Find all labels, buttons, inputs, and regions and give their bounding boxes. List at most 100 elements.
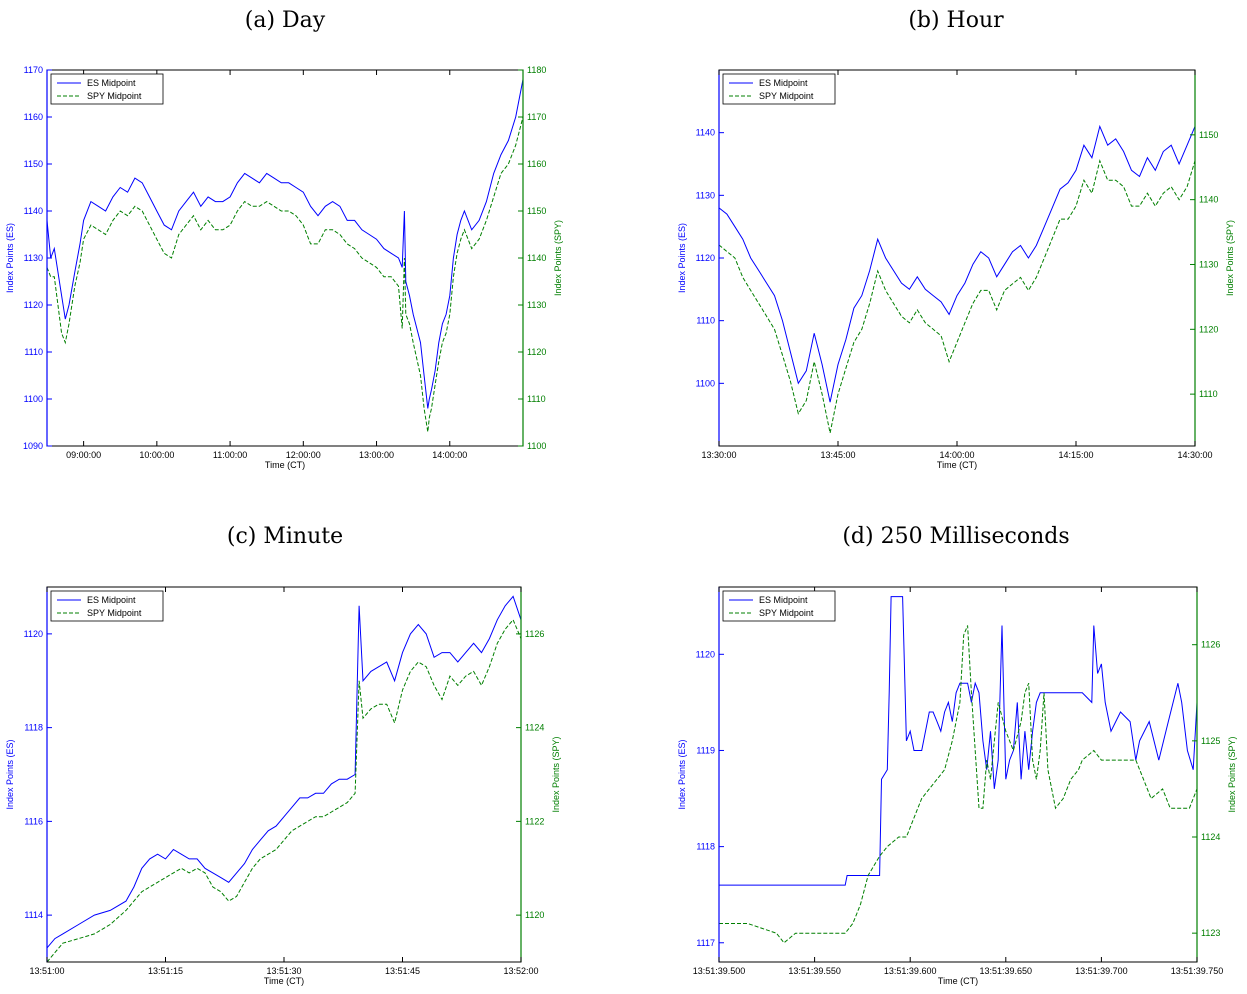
y-tick-label-right: 1150	[527, 206, 546, 216]
legend-box	[50, 590, 164, 622]
legend-box	[722, 73, 836, 105]
y-axis-label-right: Index Points (SPY)	[553, 220, 563, 296]
panel-title: (c) Minute	[227, 524, 343, 549]
plot-frame	[718, 69, 1196, 447]
legend-entry: SPY Midpoint	[87, 91, 142, 101]
x-tick-label: 14:30:00	[1177, 450, 1212, 460]
y-tick-label-left: 1120	[696, 649, 715, 659]
es-midpoint-line	[718, 124, 1196, 403]
y-tick-label-right: 1120	[525, 910, 544, 920]
x-tick-label: 13:51:45	[385, 966, 420, 976]
y-tick-label-right: 1140	[1199, 195, 1218, 205]
x-tick-label: 14:00:00	[432, 450, 467, 460]
y-tick-label-right: 1180	[527, 65, 546, 75]
y-tick-label-left: 1160	[24, 112, 43, 122]
x-axis-label: Time (CT)	[264, 976, 304, 986]
y-tick-label-right: 1124	[525, 723, 544, 733]
y-tick-label-left: 1116	[24, 816, 43, 826]
y-tick-label-left: 1090	[23, 441, 43, 451]
legend-entry: ES Midpoint	[87, 78, 136, 88]
x-tick-label: 13:51:39.550	[788, 966, 841, 976]
legend-entry: SPY Midpoint	[759, 91, 814, 101]
x-tick-label: 13:51:30	[266, 966, 301, 976]
spy-midpoint-line	[46, 618, 522, 963]
y-tick-label-left: 1120	[24, 300, 43, 310]
legend-box	[722, 590, 836, 622]
y-tick-label-right: 1130	[1199, 259, 1218, 269]
x-tick-label: 13:51:39.750	[1171, 966, 1224, 976]
y-tick-label-left: 1130	[24, 253, 43, 263]
y-tick-label-left: 1100	[696, 378, 715, 388]
y-tick-label-left: 1114	[24, 910, 43, 920]
x-tick-label: 10:00:00	[139, 450, 174, 460]
x-axis-label: Time (CT)	[938, 976, 978, 986]
legend: ES Midpoint SPY Midpoint	[722, 73, 836, 105]
y-axis-label-left: Index Points (ES)	[677, 223, 687, 293]
y-axis-label-left: Index Points (ES)	[5, 223, 15, 293]
legend: ES Midpoint SPY Midpoint	[50, 590, 164, 622]
y-tick-label-right: 1100	[527, 441, 546, 451]
y-tick-label-left: 1118	[696, 842, 715, 852]
x-tick-label: 11:00:00	[213, 450, 247, 460]
y-tick-label-right: 1150	[1199, 130, 1218, 140]
y-tick-label-right: 1170	[527, 112, 546, 122]
y-tick-label-left: 1140	[24, 206, 43, 216]
legend-entry: ES Midpoint	[87, 595, 136, 605]
spy-midpoint-line	[46, 116, 524, 432]
x-tick-label: 13:45:00	[820, 450, 855, 460]
x-axis-label: Time (CT)	[937, 460, 977, 470]
y-tick-label-right: 1140	[527, 253, 546, 263]
legend-entry: SPY Midpoint	[87, 608, 142, 618]
plot-frame	[718, 586, 1198, 963]
y-tick-label-left: 1120	[696, 253, 715, 263]
y-tick-label-right: 1124	[1201, 832, 1220, 842]
es-midpoint-line	[46, 595, 522, 949]
y-tick-label-left: 1110	[24, 347, 43, 357]
plot-frame	[46, 69, 524, 447]
x-tick-label: 13:00:00	[359, 450, 394, 460]
y-tick-label-left: 1117	[696, 938, 715, 948]
y-axis-label-left: Index Points (ES)	[5, 739, 15, 809]
panel-minute: (c) Minute 13:51:00 13:51:15 13:51:30 13:51…	[5, 524, 561, 986]
spy-midpoint-line	[719, 625, 1198, 944]
y-tick-label-left: 1130	[696, 190, 715, 200]
legend: ES Midpoint SPY Midpoint	[722, 590, 836, 622]
x-tick-label: 13:51:15	[148, 966, 183, 976]
x-tick-label: 13:52:00	[503, 966, 538, 976]
y-tick-label-right: 1126	[1201, 640, 1220, 650]
x-tick-label: 13:51:39.600	[884, 966, 937, 976]
x-tick-label: 14:15:00	[1058, 450, 1093, 460]
y-tick-label-left: 1140	[696, 128, 715, 138]
x-tick-label: 13:51:39.500	[693, 966, 746, 976]
y-tick-label-left: 1170	[24, 65, 43, 75]
y-tick-label-right: 1122	[525, 816, 544, 826]
x-tick-label: 13:30:00	[701, 450, 736, 460]
y-tick-label-right: 1126	[525, 629, 544, 639]
x-axis-label: Time (CT)	[265, 460, 305, 470]
y-tick-label-left: 1100	[24, 394, 43, 404]
panel-hour: (b) Hour 13:30:00 13:45:00 14:00:00 14:15:0…	[677, 8, 1235, 470]
y-tick-label-right: 1110	[1199, 389, 1218, 399]
y-tick-label-right: 1120	[527, 347, 546, 357]
y-tick-label-right: 1123	[1201, 928, 1220, 938]
y-axis-label-left: Index Points (ES)	[677, 739, 687, 809]
y-tick-label-right: 1125	[1201, 736, 1220, 746]
x-tick-label: 13:51:39.650	[980, 966, 1033, 976]
legend-entry: ES Midpoint	[759, 595, 808, 605]
x-tick-label: 13:51:00	[29, 966, 64, 976]
es-midpoint-line	[46, 79, 524, 409]
y-tick-label-left: 1150	[24, 159, 43, 169]
y-tick-label-right: 1120	[1199, 324, 1218, 334]
y-axis-label-right: Index Points (SPY)	[1227, 736, 1237, 812]
es-midpoint-line	[719, 596, 1198, 886]
x-tick-label: 09:00:00	[66, 450, 101, 460]
legend-box	[50, 73, 164, 105]
y-tick-label-right: 1130	[527, 300, 546, 310]
y-tick-label-left: 1119	[696, 745, 715, 755]
spy-midpoint-line	[718, 159, 1196, 434]
y-axis-label-right: Index Points (SPY)	[1225, 220, 1235, 296]
panel-250ms: (d) 250 Milliseconds 13:51:39.500 13:51:3…	[677, 524, 1237, 986]
y-tick-label-right: 1110	[527, 394, 546, 404]
x-tick-label: 14:00:00	[939, 450, 974, 460]
